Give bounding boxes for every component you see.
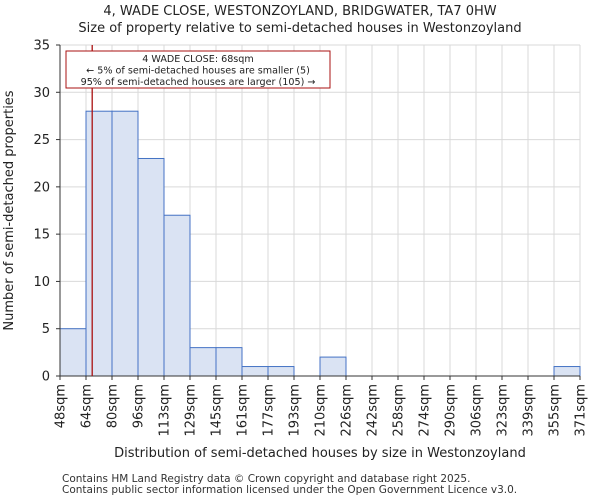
- histogram-bar: [111, 110, 139, 377]
- annotation-box: [65, 50, 331, 89]
- histogram-bar: [553, 366, 581, 377]
- histogram-bar: [137, 157, 165, 377]
- y-tick-label: 5: [42, 322, 50, 337]
- x-tick-label: 64sqm: [80, 384, 95, 428]
- annotation-line: 4 WADE CLOSE: 68sqm: [142, 54, 254, 65]
- x-tick-label: 355sqm: [548, 384, 563, 437]
- histogram-bar: [267, 366, 295, 377]
- y-tick-label: 10: [33, 275, 50, 290]
- x-tick-label: 274sqm: [418, 384, 433, 437]
- histogram-bar: [163, 214, 191, 377]
- x-axis-label: Distribution of semi-detached houses by …: [114, 446, 526, 461]
- x-tick-label: 290sqm: [444, 384, 459, 437]
- y-tick-label: 25: [33, 133, 50, 148]
- histogram-bar: [319, 356, 347, 377]
- x-tick-label: 129sqm: [184, 384, 199, 437]
- x-tick-label: 226sqm: [340, 384, 355, 437]
- footer-line-2: Contains public sector information licen…: [62, 484, 518, 496]
- y-tick-label: 30: [33, 86, 50, 101]
- y-tick-label: 35: [33, 39, 50, 54]
- chart-subtitle: Size of property relative to semi-detach…: [78, 21, 522, 36]
- x-tick-label: 48sqm: [54, 384, 69, 428]
- x-tick-label: 113sqm: [158, 384, 173, 437]
- x-tick-label: 210sqm: [314, 384, 329, 437]
- histogram-bar: [85, 110, 113, 377]
- x-tick-label: 96sqm: [132, 384, 147, 428]
- x-tick-label: 371sqm: [574, 384, 589, 437]
- x-tick-label: 323sqm: [496, 384, 511, 437]
- x-tick-label: 258sqm: [392, 384, 407, 437]
- x-tick-label: 161sqm: [236, 384, 251, 437]
- x-tick-label: 306sqm: [470, 384, 485, 437]
- histogram-bar: [189, 347, 217, 377]
- y-axis-label: Number of semi-detached properties: [2, 90, 17, 330]
- histogram-bar: [215, 347, 243, 377]
- x-tick-label: 80sqm: [106, 384, 121, 428]
- annotation-line: 95% of semi-detached houses are larger (…: [81, 77, 316, 88]
- y-tick-label: 0: [42, 370, 50, 385]
- x-tick-label: 242sqm: [366, 384, 381, 437]
- x-tick-label: 339sqm: [522, 384, 537, 437]
- x-tick-label: 193sqm: [288, 384, 303, 437]
- histogram-bar: [59, 328, 87, 377]
- annotation-line: ← 5% of semi-detached houses are smaller…: [86, 66, 310, 77]
- histogram-bar: [241, 366, 269, 377]
- footer-line-1: Contains HM Land Registry data © Crown c…: [62, 473, 471, 485]
- chart-title: 4, WADE CLOSE, WESTONZOYLAND, BRIDGWATER…: [103, 4, 497, 19]
- x-tick-label: 177sqm: [262, 384, 277, 437]
- y-tick-label: 15: [33, 228, 50, 243]
- x-tick-label: 145sqm: [210, 384, 225, 437]
- y-tick-label: 20: [33, 180, 50, 195]
